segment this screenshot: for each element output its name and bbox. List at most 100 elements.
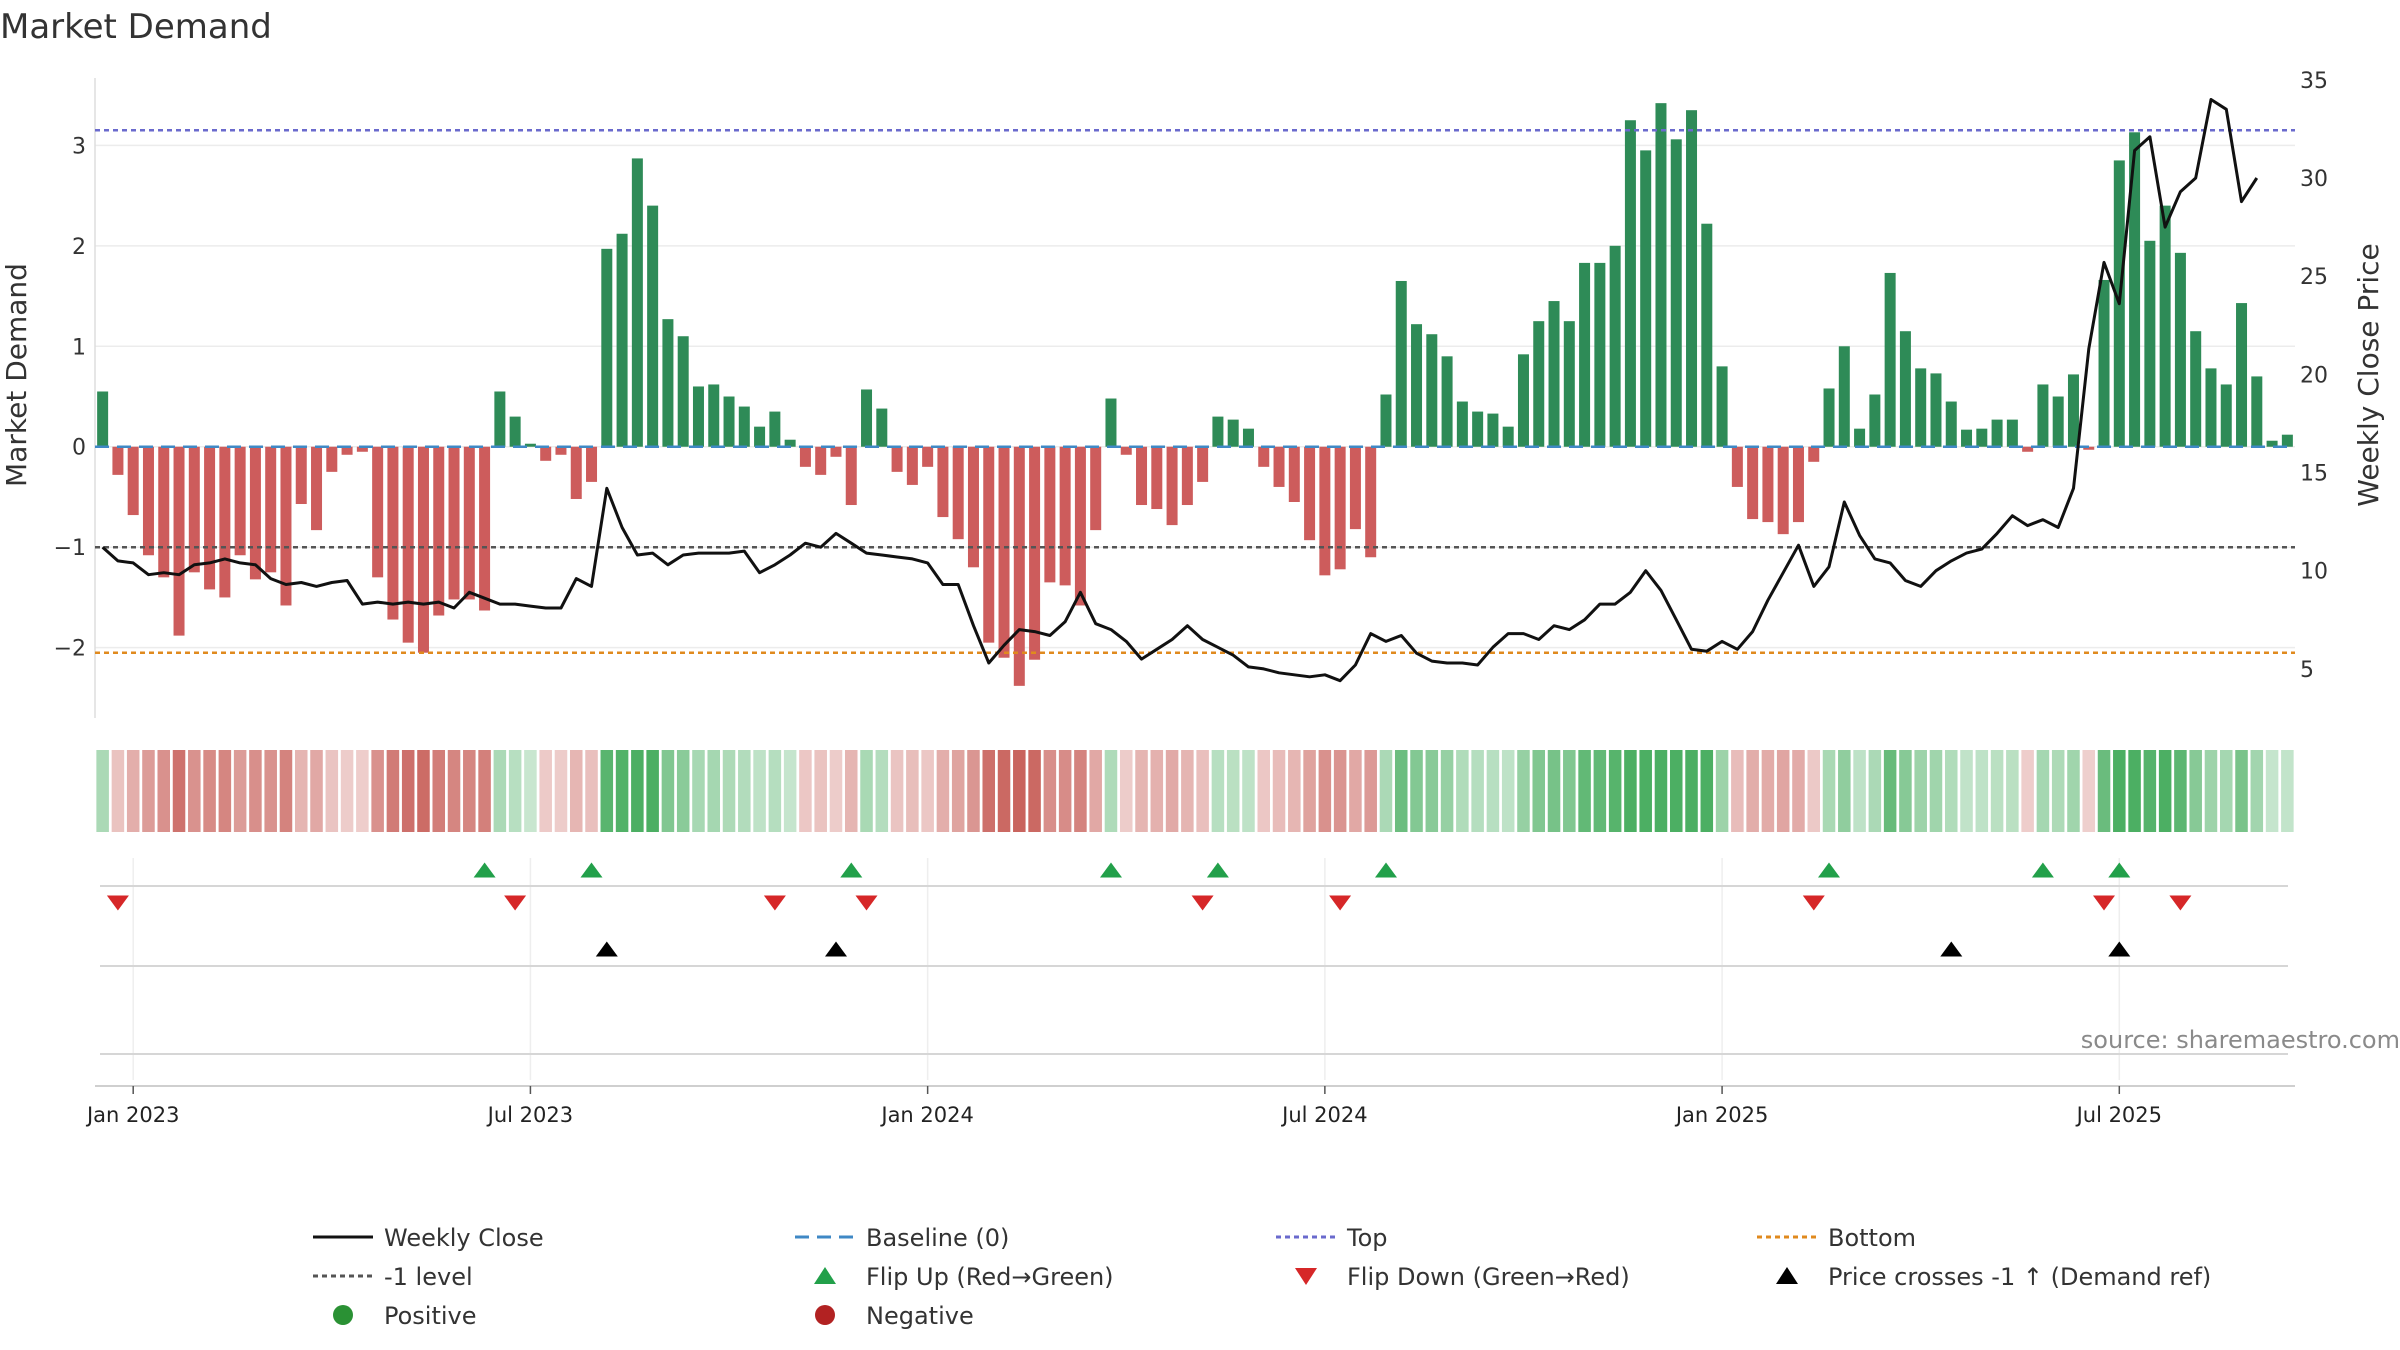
flip-up-marker bbox=[2108, 862, 2131, 878]
heat-cell bbox=[982, 750, 996, 832]
heat-cell bbox=[692, 750, 705, 832]
heat-cell bbox=[325, 750, 339, 832]
heat-cell bbox=[646, 750, 659, 832]
heat-cell bbox=[1578, 750, 1591, 832]
demand-bar bbox=[1074, 446, 1086, 606]
flip-up-marker bbox=[1100, 862, 1122, 878]
heat-cell bbox=[1013, 750, 1026, 832]
heat-cell bbox=[2265, 750, 2279, 832]
demand-bar bbox=[1762, 446, 1774, 523]
heat-cell bbox=[1501, 750, 1515, 832]
demand-bar bbox=[1197, 446, 1209, 482]
heat-cell bbox=[2204, 750, 2218, 832]
heat-cell bbox=[1288, 750, 1301, 832]
demand-bar bbox=[1044, 446, 1056, 583]
demand-bar bbox=[173, 446, 185, 636]
heat-cell bbox=[829, 750, 843, 832]
demand-bar bbox=[983, 446, 995, 643]
heat-cell bbox=[386, 750, 400, 832]
legend-label: Bottom bbox=[1828, 1224, 1916, 1252]
heat-cell bbox=[2189, 750, 2202, 832]
demand-bar bbox=[2098, 279, 2110, 447]
demand-bar bbox=[1288, 446, 1300, 502]
legend-item: Top bbox=[1276, 1224, 1388, 1252]
legend-item: Positive bbox=[333, 1302, 477, 1330]
heat-cell bbox=[493, 750, 507, 832]
demand-bar bbox=[570, 446, 582, 499]
demand-bar bbox=[1212, 416, 1224, 447]
heat-cell bbox=[1394, 750, 1408, 832]
heat-cell bbox=[1563, 750, 1576, 832]
demand-bar bbox=[479, 446, 491, 611]
demand-bar bbox=[158, 446, 170, 578]
heat-cell bbox=[294, 750, 308, 832]
heat-cell bbox=[707, 750, 721, 832]
demand-bar bbox=[494, 391, 506, 447]
heat-cell bbox=[356, 750, 369, 832]
heat-cell bbox=[1532, 750, 1546, 832]
heat-cell bbox=[203, 750, 216, 832]
demand-bar bbox=[2006, 419, 2018, 447]
heat-cell bbox=[2174, 750, 2187, 832]
y-tick-right: 35 bbox=[2300, 69, 2328, 94]
demand-bar bbox=[861, 389, 873, 447]
heat-cell bbox=[2143, 750, 2157, 832]
demand-bar bbox=[1640, 150, 1652, 447]
demand-bar bbox=[1166, 446, 1178, 526]
demand-bar bbox=[524, 443, 536, 447]
demand-bar bbox=[1731, 446, 1743, 487]
heat-cell bbox=[508, 750, 522, 832]
demand-bar bbox=[463, 446, 475, 600]
heat-cell bbox=[417, 750, 430, 832]
source-label: source: sharemaestro.com bbox=[2081, 1026, 2400, 1054]
heat-cell bbox=[1746, 750, 1759, 832]
x-tick-label: Jul 2023 bbox=[486, 1103, 573, 1127]
demand-bar bbox=[1563, 321, 1575, 447]
heat-cell bbox=[1150, 750, 1164, 832]
demand-bar bbox=[1090, 446, 1102, 531]
heat-cell bbox=[1715, 750, 1729, 832]
demand-bar bbox=[1884, 272, 1896, 447]
demand-bar bbox=[188, 446, 200, 573]
heat-cell bbox=[432, 750, 446, 832]
demand-bar bbox=[1365, 446, 1377, 558]
heat-cell bbox=[1990, 750, 2004, 832]
demand-bar bbox=[1487, 413, 1499, 447]
heat-cell bbox=[615, 750, 629, 832]
demand-bar bbox=[1854, 428, 1866, 447]
demand-bar bbox=[1930, 373, 1942, 447]
legend-item: Negative bbox=[815, 1302, 974, 1330]
heat-cell bbox=[2250, 750, 2264, 832]
demand-bar bbox=[1319, 446, 1331, 576]
demand-bar bbox=[1991, 419, 2003, 447]
heat-cell bbox=[2036, 750, 2050, 832]
demand-bar bbox=[2067, 374, 2079, 447]
y-tick-right: 20 bbox=[2300, 363, 2328, 388]
heat-cell bbox=[1669, 750, 1683, 832]
heat-cell bbox=[401, 750, 415, 832]
demand-bar bbox=[1502, 426, 1514, 447]
demand-bar bbox=[249, 446, 261, 580]
legend-label: Flip Down (Green→Red) bbox=[1347, 1263, 1630, 1291]
demand-bar bbox=[1976, 428, 1988, 447]
legend-label: -1 level bbox=[384, 1263, 473, 1291]
heat-cell bbox=[890, 750, 904, 832]
flip-down-marker bbox=[1191, 895, 1214, 911]
heat-cell bbox=[1639, 750, 1652, 832]
demand-bar bbox=[1273, 446, 1285, 487]
demand-bar bbox=[1441, 356, 1453, 447]
demand-bar bbox=[1059, 446, 1071, 586]
flip-down-marker bbox=[763, 895, 786, 911]
demand-bar bbox=[417, 446, 429, 653]
price-cross-marker bbox=[2108, 941, 2131, 957]
demand-bar bbox=[1181, 446, 1193, 506]
demand-bar bbox=[2159, 205, 2171, 447]
legend-item: Flip Up (Red→Green) bbox=[814, 1263, 1114, 1291]
legend-swatch-flip-down-green-red bbox=[1295, 1268, 1317, 1285]
demand-bar bbox=[127, 446, 139, 516]
heat-cell bbox=[814, 750, 827, 832]
heat-cell bbox=[188, 750, 201, 832]
demand-bar bbox=[2190, 331, 2202, 447]
chart-title: Market Demand bbox=[0, 7, 272, 47]
heat-cell bbox=[1379, 750, 1393, 832]
